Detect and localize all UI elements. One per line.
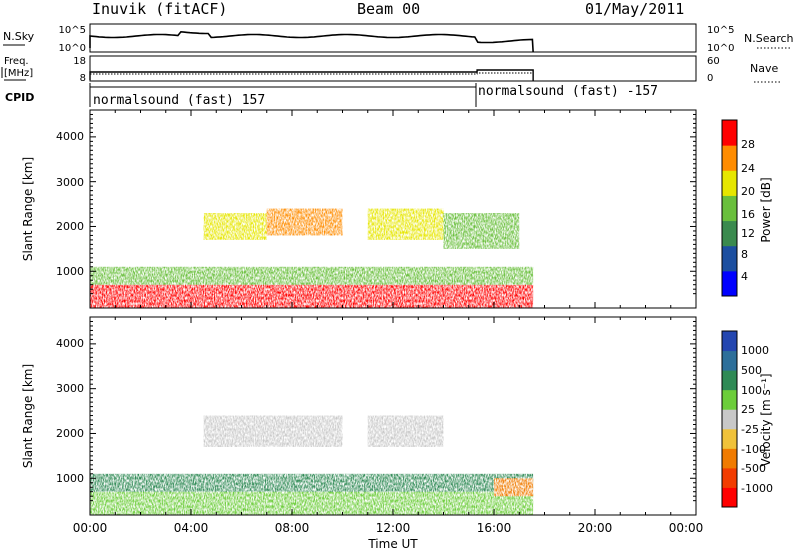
velocity-ytick-4000: 4000 — [56, 337, 84, 350]
station-title: Inuvik (fitACF) — [92, 0, 227, 18]
nave-tick-bottom: 0 — [707, 73, 713, 84]
power-ytick-4000: 4000 — [56, 130, 84, 143]
vel-cbar-tick-1000: 1000 — [741, 344, 769, 357]
vel-cbar-tick-500: 500 — [741, 364, 762, 377]
freq-tick-top: 18 — [73, 56, 86, 67]
freq-panel-frame — [89, 55, 697, 82]
power-band-5 — [443, 213, 520, 249]
sky-left-tick-bottom: 10^0 — [59, 43, 86, 54]
velocity-ytick-2000: 2000 — [56, 427, 84, 440]
power-cbar-swatch-5 — [722, 145, 737, 171]
beam-title: Beam 00 — [357, 0, 420, 18]
vel-cbar-tick-neg25: -25 — [741, 423, 759, 436]
power-band-1 — [90, 266, 534, 285]
velocity-band-2 — [203, 415, 343, 447]
velocity-ytick-1000: 1000 — [56, 472, 84, 485]
freq-tick-bottom: 8 — [80, 73, 86, 84]
velocity-cbar-swatch-4 — [722, 409, 737, 430]
time-tick-0000: 00:00 — [73, 521, 108, 535]
power-cbar-tick-24: 24 — [741, 162, 755, 175]
power-cbar-tick-16: 16 — [741, 208, 755, 221]
velocity-band-4 — [494, 478, 534, 497]
power-cbar-swatch-0 — [722, 270, 737, 297]
power-colorbar-frame — [721, 119, 738, 297]
velocity-cbar-label: Velocity [m s⁻¹] — [759, 373, 773, 466]
time-tick-0400: 04:00 — [174, 521, 209, 535]
power-cbar-label: Power [dB] — [759, 177, 773, 242]
vel-cbar-tick-neg1000: -1000 — [741, 482, 773, 495]
power-cbar-swatch-1 — [722, 245, 737, 272]
vel-cbar-tick-100: 100 — [741, 384, 762, 397]
power-band-0 — [90, 284, 534, 308]
power-cbar-tick-4: 4 — [741, 270, 748, 283]
nave-tick-top: 60 — [707, 56, 720, 67]
velocity-cbar-swatch-7 — [722, 350, 737, 371]
velocity-cbar-swatch-1 — [722, 467, 737, 488]
power-cbar-swatch-4 — [722, 170, 737, 196]
power-cbar-swatch-2 — [722, 220, 737, 247]
velocity-cbar-swatch-6 — [722, 370, 737, 391]
velocity-axis-ticks — [89, 317, 697, 515]
power-cbar-swatch-3 — [722, 195, 737, 222]
power-colorbar — [722, 120, 737, 297]
velocity-data-layer — [90, 415, 534, 515]
power-ytick-2000: 2000 — [56, 220, 84, 233]
nave-label: Nave — [750, 62, 778, 75]
power-band-3 — [266, 208, 343, 236]
power-band-2 — [203, 213, 267, 240]
vel-cbar-tick-neg500: -500 — [741, 462, 766, 475]
vel-cbar-tick-25: 25 — [741, 403, 755, 416]
nave-trace — [90, 72, 534, 75]
velocity-cbar-swatch-2 — [722, 448, 737, 469]
velocity-colorbar-frame — [721, 330, 738, 508]
time-tick-1200: 12:00 — [376, 521, 411, 535]
velocity-ylabel: Slant Range [km] — [21, 364, 35, 468]
velocity-band-3 — [367, 415, 444, 447]
frequency-trace — [89, 69, 534, 81]
power-cbar-tick-20: 20 — [741, 185, 755, 198]
time-tick-2000: 20:00 — [578, 521, 613, 535]
date-title: 01/May/2011 — [585, 0, 684, 18]
velocity-ytick-3000: 3000 — [56, 382, 84, 395]
velocity-cbar-swatch-3 — [722, 428, 737, 449]
velocity-colorbar — [722, 331, 737, 508]
sky-noise-trace — [89, 30, 534, 53]
sky-left-tick-top: 10^5 — [59, 25, 86, 36]
sky-right-label: N.Search — [744, 32, 794, 45]
time-tick-2400: 00:00 — [669, 521, 704, 535]
power-axis-ticks — [89, 110, 697, 308]
power-data-layer — [90, 208, 534, 308]
time-tick-0800: 08:00 — [275, 521, 310, 535]
power-ylabel: Slant Range [km] — [21, 157, 35, 261]
velocity-band-0 — [90, 491, 534, 515]
sky-left-label: N.Sky — [3, 30, 35, 43]
time-axis-label: Time UT — [367, 537, 418, 551]
sky-right-tick-bottom: 10^0 — [707, 43, 734, 54]
power-cbar-tick-8: 8 — [741, 248, 748, 261]
cpid-label: CPID — [5, 91, 34, 104]
power-ytick-3000: 3000 — [56, 176, 84, 189]
power-cbar-tick-28: 28 — [741, 138, 755, 151]
time-tick-1600: 16:00 — [477, 521, 512, 535]
velocity-band-1 — [90, 473, 534, 492]
sky-right-tick-top: 10^5 — [707, 25, 734, 36]
power-ytick-1000: 1000 — [56, 265, 84, 278]
power-band-4 — [367, 208, 444, 240]
power-cbar-swatch-6 — [722, 120, 737, 146]
velocity-cbar-swatch-5 — [722, 389, 737, 410]
freq-label-line2: [MHz] — [4, 68, 33, 79]
cpid-segment-2: normalsound (fast) -157 — [478, 84, 658, 99]
vel-cbar-tick-neg100: -100 — [741, 443, 766, 456]
velocity-cbar-swatch-8 — [722, 331, 737, 352]
power-cbar-tick-12: 12 — [741, 227, 755, 240]
freq-label-line1: Freq. — [4, 56, 29, 67]
cpid-segment-1: normalsound (fast) 157 — [93, 93, 265, 108]
velocity-cbar-swatch-0 — [722, 487, 737, 508]
